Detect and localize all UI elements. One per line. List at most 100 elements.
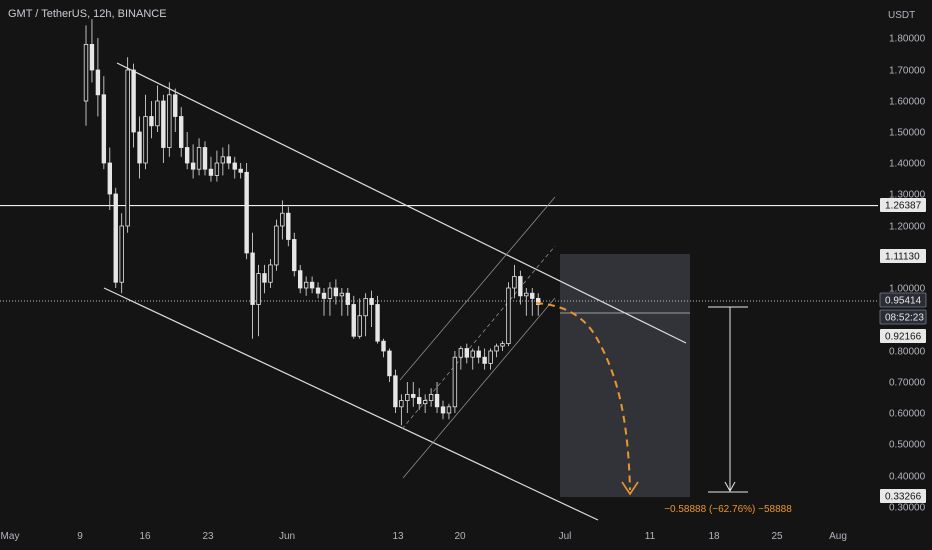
candle-body: [262, 273, 267, 283]
candle: [428, 388, 434, 407]
candle: [214, 150, 220, 182]
candle: [208, 156, 214, 182]
price-tag-label: 0.33266: [885, 492, 922, 503]
candle: [113, 187, 118, 288]
candle-body: [518, 276, 523, 297]
x-tick-label: 16: [139, 531, 151, 542]
x-tick-label: 23: [202, 531, 214, 542]
x-tick-label: 25: [771, 531, 783, 542]
candle-body: [524, 292, 529, 297]
candle: [119, 213, 124, 294]
y-tick-label: 1.60000: [889, 97, 926, 108]
price-tag-label: 1.26387: [885, 201, 922, 212]
candle: [494, 343, 499, 358]
candle: [327, 282, 333, 316]
candle-body: [238, 168, 243, 173]
candle-body: [470, 350, 475, 358]
candle: [297, 264, 303, 294]
candle: [405, 382, 410, 413]
candle: [458, 346, 464, 370]
candle: [399, 394, 404, 426]
candle: [256, 264, 261, 337]
rising-channel-mid: [401, 245, 556, 430]
candle: [184, 132, 190, 170]
candle-body: [405, 393, 410, 401]
candle-body: [137, 131, 142, 164]
candle: [524, 288, 529, 316]
candle-body: [178, 116, 184, 148]
candle-body: [131, 69, 136, 133]
candle-body: [184, 147, 190, 164]
candle: [357, 298, 362, 339]
price-tag-box: [880, 249, 926, 263]
candle-body: [363, 298, 368, 317]
candle-body: [506, 287, 511, 345]
candle: [387, 348, 392, 382]
candle: [149, 101, 154, 139]
candle-body: [351, 304, 356, 337]
candle-body: [345, 292, 350, 305]
candle-body: [393, 375, 398, 408]
candle-body: [202, 147, 208, 170]
candle: [250, 232, 255, 339]
y-tick-label: 1.20000: [889, 222, 926, 233]
y-tick-label: 1.00000: [889, 284, 926, 295]
x-tick-label: 9: [77, 531, 83, 542]
candle: [309, 276, 315, 294]
candle-body: [381, 340, 386, 352]
candle-body: [369, 298, 374, 305]
candle-body: [530, 292, 535, 299]
candle-body: [411, 393, 416, 398]
candle: [232, 156, 237, 179]
x-tick-label: 18: [708, 531, 720, 542]
y-tick-label: 1.30000: [889, 190, 926, 201]
price-tag-label: 0.92166: [885, 332, 922, 343]
candle-body: [536, 298, 541, 305]
chart-title: GMT / TetherUS, 12h, BINANCE: [8, 8, 167, 20]
candle-body: [155, 100, 160, 127]
candle: [167, 82, 172, 157]
measure-arrowhead: [724, 481, 736, 493]
candle: [220, 147, 226, 176]
x-tick-label: May: [1, 531, 20, 542]
candle-body: [464, 348, 469, 358]
candle-body: [214, 162, 220, 176]
candle: [434, 382, 440, 413]
price-tag-box: [880, 489, 926, 503]
candle-body: [274, 225, 279, 266]
candle: [101, 76, 107, 170]
candle: [500, 341, 505, 351]
price-tag: 0.95414: [879, 292, 927, 308]
candle: [476, 346, 481, 364]
candle: [137, 116, 142, 179]
candle: [345, 288, 350, 316]
candle: [411, 382, 416, 407]
rising-channel-upper: [399, 196, 556, 381]
candle: [416, 388, 422, 410]
candle: [464, 343, 469, 364]
candle: [422, 394, 428, 413]
projection-arrowhead: [621, 481, 639, 496]
candle-body: [244, 171, 249, 254]
candle: [315, 282, 321, 299]
candle-body: [446, 406, 452, 414]
measure-label: −0.58888 (−62.76%) −58888: [664, 504, 792, 515]
y-tick-label: 0.30000: [889, 503, 926, 514]
candle-body: [286, 212, 291, 240]
candle-body: [149, 116, 154, 127]
price-tag-box: [879, 292, 927, 308]
candle-body: [268, 264, 273, 283]
candle-body: [500, 343, 505, 347]
candle-body: [232, 162, 237, 170]
candle: [238, 163, 243, 179]
candle-body: [327, 287, 333, 299]
target-zone-box: [560, 254, 690, 497]
candle-body: [416, 397, 422, 405]
candle: [196, 138, 202, 176]
candle-body: [119, 225, 124, 283]
candle-body: [95, 69, 101, 96]
candle: [440, 400, 446, 420]
candle: [303, 276, 309, 296]
candle-body: [256, 273, 261, 305]
